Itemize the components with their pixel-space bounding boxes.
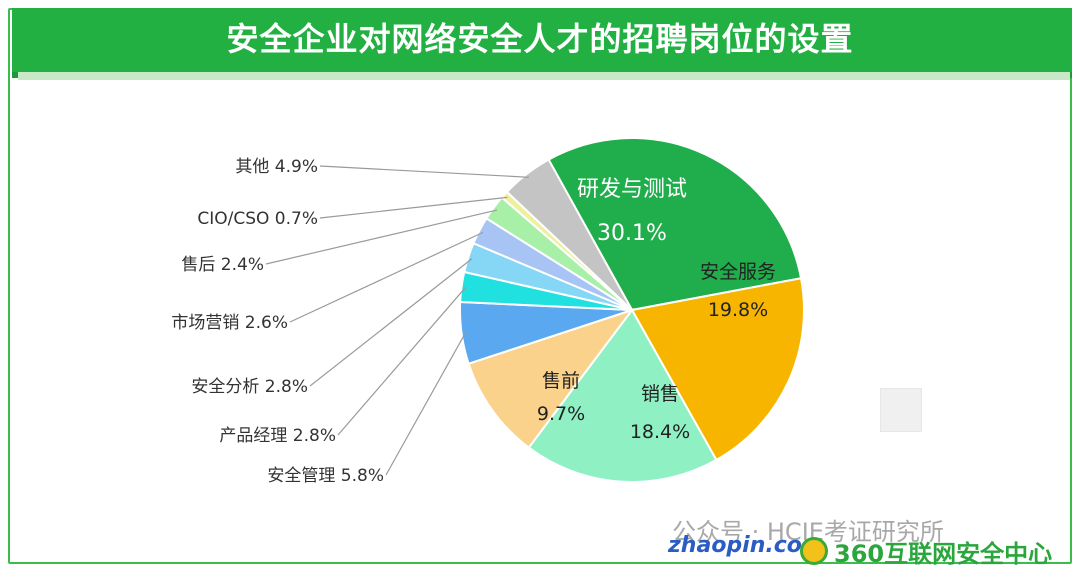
pie-slice-1 xyxy=(630,277,805,462)
pie-slice-3 xyxy=(467,308,635,449)
pie-slice-0 xyxy=(547,137,803,312)
slice-name-label-3: 售前 xyxy=(542,370,580,392)
sec360-logo: 360互联网安全中心 xyxy=(800,536,1053,568)
callout-line-6 xyxy=(309,258,473,387)
callout-label-4: 安全管理 5.8% xyxy=(267,466,384,486)
slice-value-label-1: 19.8% xyxy=(708,299,768,321)
pie-slice-10 xyxy=(505,158,633,311)
sec360-logo-text: 360互联网安全中心 xyxy=(834,539,1053,568)
slice-name-label-1: 安全服务 xyxy=(700,261,776,283)
callout-label-10: 其他 4.9% xyxy=(235,157,318,177)
callout-line-4 xyxy=(385,332,467,476)
faint-overlay-mark xyxy=(880,388,922,432)
page-title: 安全企业对网络安全人才的招聘岗位的设置 xyxy=(226,20,854,58)
callout-line-9 xyxy=(319,196,508,219)
sec360-badge-icon xyxy=(800,537,828,565)
slice-value-label-2: 18.4% xyxy=(630,421,690,443)
callout-line-5 xyxy=(337,287,466,436)
slice-value-label-0: 30.1% xyxy=(597,221,667,246)
slice-name-label-0: 研发与测试 xyxy=(577,177,687,202)
callout-label-9: CIO/CSO 0.7% xyxy=(197,209,318,229)
callout-line-8 xyxy=(265,209,498,265)
callout-line-7 xyxy=(289,231,484,323)
callout-label-7: 市场营销 2.6% xyxy=(171,313,288,333)
callout-line-10 xyxy=(319,165,530,178)
callout-label-8: 售后 2.4% xyxy=(181,255,264,275)
title-bar xyxy=(12,8,1072,78)
zhaopin-logo: zhaopin.com xyxy=(668,533,825,558)
callout-label-6: 安全分析 2.8% xyxy=(191,377,308,397)
title-bar-shadow xyxy=(18,72,1070,80)
slice-name-label-2: 销售 xyxy=(641,383,679,405)
callout-label-5: 产品经理 2.8% xyxy=(219,426,336,446)
slice-value-label-3: 9.7% xyxy=(537,403,585,425)
pie-slice-2 xyxy=(527,308,718,483)
